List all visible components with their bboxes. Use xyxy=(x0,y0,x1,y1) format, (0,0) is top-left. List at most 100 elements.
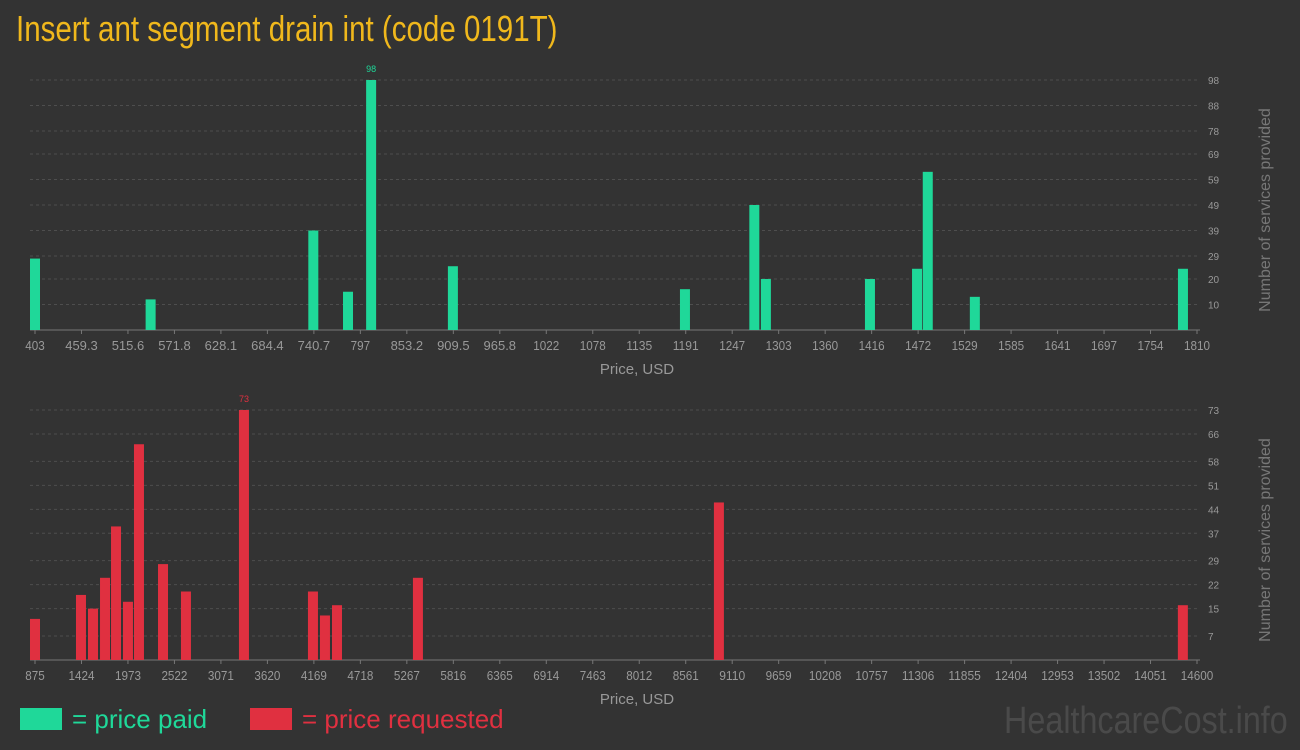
y-tick-label: 49 xyxy=(1208,201,1220,212)
y-tick-label: 98 xyxy=(1208,76,1220,87)
x-tick-label: 1078 xyxy=(580,338,606,353)
x-tick-label: 740.7 xyxy=(298,338,331,353)
x-tick-label: 14600 xyxy=(1181,668,1214,683)
x-tick-label: 965.8 xyxy=(484,338,517,353)
x-tick-label: 7463 xyxy=(580,668,606,683)
bar xyxy=(679,289,690,330)
bar xyxy=(180,591,191,660)
x-axis-title: Price, USD xyxy=(600,691,674,708)
x-tick-label: 875 xyxy=(25,668,45,683)
bar xyxy=(1177,268,1188,330)
bar xyxy=(87,608,98,660)
y-tick-label: 15 xyxy=(1208,605,1220,616)
bar xyxy=(30,258,40,330)
bar xyxy=(912,268,923,330)
x-tick-label: 11855 xyxy=(948,668,981,683)
x-tick-label: 10757 xyxy=(855,668,888,683)
legend-swatch-paid xyxy=(20,708,62,730)
x-tick-label: 1247 xyxy=(719,338,745,353)
bar xyxy=(713,502,724,660)
x-tick-label: 8012 xyxy=(626,668,652,683)
x-tick-label: 1754 xyxy=(1138,338,1164,353)
y-tick-label: 20 xyxy=(1208,275,1220,286)
x-tick-label: 6914 xyxy=(533,668,559,683)
max-value-label: 98 xyxy=(366,64,376,74)
y-tick-label: 29 xyxy=(1208,557,1220,568)
x-tick-label: 571.8 xyxy=(158,338,191,353)
x-tick-label: 1022 xyxy=(533,338,559,353)
x-tick-label: 1641 xyxy=(1045,338,1071,353)
bar xyxy=(343,291,354,330)
x-tick-label: 3071 xyxy=(208,668,234,683)
bar xyxy=(760,278,771,330)
bar xyxy=(158,564,169,660)
y-tick-label: 39 xyxy=(1208,227,1220,238)
bar xyxy=(307,591,318,660)
y-tick-label: 7 xyxy=(1208,632,1214,643)
x-tick-label: 515.6 xyxy=(112,338,145,353)
legend-label-paid: = price paid xyxy=(72,703,208,734)
x-tick-label: 1191 xyxy=(673,338,699,353)
y-axis-title: Number of services provided xyxy=(1257,438,1274,642)
x-tick-label: 14051 xyxy=(1134,668,1167,683)
x-tick-label: 1529 xyxy=(952,338,978,353)
x-tick-label: 4169 xyxy=(301,668,327,683)
x-tick-label: 1472 xyxy=(905,338,931,353)
x-tick-label: 12404 xyxy=(995,668,1028,683)
bar xyxy=(122,601,133,660)
bar xyxy=(969,296,980,330)
x-tick-label: 1585 xyxy=(998,338,1024,353)
x-tick-label: 1303 xyxy=(766,338,792,353)
y-tick-label: 88 xyxy=(1208,102,1220,113)
y-tick-label: 59 xyxy=(1208,175,1220,186)
x-tick-label: 684.4 xyxy=(251,338,284,353)
bar xyxy=(864,278,875,330)
x-tick-label: 5267 xyxy=(394,668,420,683)
bar xyxy=(100,577,111,660)
bar xyxy=(111,526,122,660)
y-tick-label: 37 xyxy=(1208,529,1220,540)
x-tick-label: 9659 xyxy=(766,668,792,683)
chart-title: Insert ant segment drain int (code 0191T… xyxy=(16,8,558,49)
bar xyxy=(133,444,144,660)
y-axis-title: Number of services provided xyxy=(1257,108,1274,312)
bar xyxy=(447,266,458,330)
x-tick-label: 909.5 xyxy=(437,338,470,353)
x-tick-label: 12953 xyxy=(1041,668,1074,683)
x-tick-label: 4718 xyxy=(347,668,373,683)
y-tick-label: 51 xyxy=(1208,481,1220,492)
x-tick-label: 628.1 xyxy=(205,338,238,353)
bar xyxy=(1177,605,1188,660)
legend-paid: = price paid xyxy=(20,704,207,734)
x-tick-label: 13502 xyxy=(1088,668,1121,683)
x-tick-label: 1973 xyxy=(115,668,141,683)
legend-label-requested: = price requested xyxy=(302,703,504,734)
x-tick-label: 1416 xyxy=(859,338,885,353)
y-tick-label: 69 xyxy=(1208,150,1220,161)
x-tick-label: 9110 xyxy=(719,668,745,683)
x-tick-label: 1697 xyxy=(1091,338,1117,353)
x-tick-label: 1360 xyxy=(812,338,838,353)
bar xyxy=(412,577,423,660)
watermark: HealthcareCost.info xyxy=(1004,700,1288,742)
max-value-label: 73 xyxy=(239,394,249,404)
legend-swatch-requested xyxy=(250,708,292,730)
x-tick-label: 1810 xyxy=(1184,338,1210,353)
bar xyxy=(922,171,933,330)
x-tick-label: 797 xyxy=(351,338,371,353)
bar xyxy=(308,230,319,330)
bar xyxy=(30,618,40,660)
y-tick-label: 58 xyxy=(1208,457,1220,468)
y-tick-label: 29 xyxy=(1208,252,1220,263)
x-axis-title: Price, USD xyxy=(600,361,674,378)
bar xyxy=(75,594,86,660)
y-tick-label: 73 xyxy=(1208,406,1220,417)
bar xyxy=(145,299,156,330)
x-tick-label: 11306 xyxy=(902,668,935,683)
y-tick-label: 10 xyxy=(1208,300,1220,311)
bar xyxy=(749,205,760,330)
bar xyxy=(238,410,249,660)
y-tick-label: 22 xyxy=(1208,581,1220,592)
y-tick-label: 78 xyxy=(1208,127,1220,138)
